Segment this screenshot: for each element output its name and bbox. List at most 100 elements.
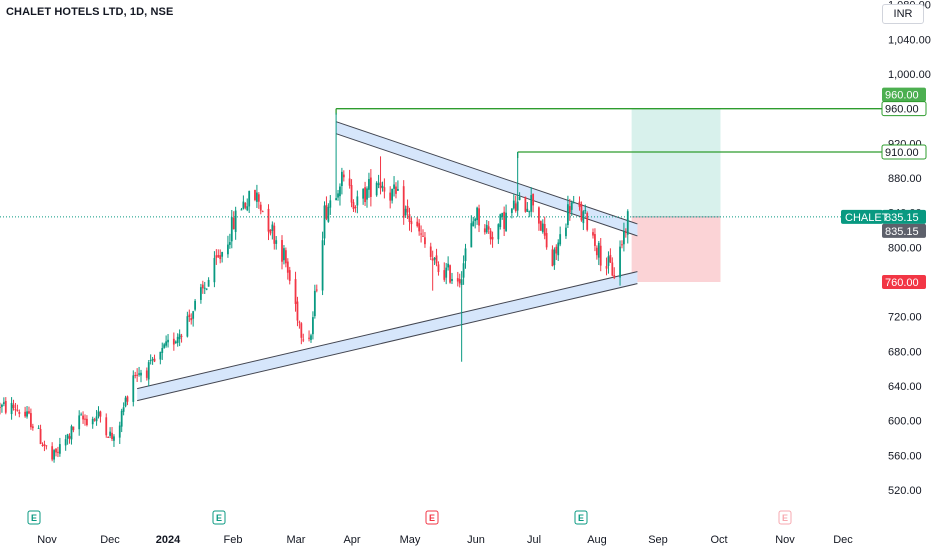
candle: [18, 409, 21, 418]
candle: [153, 354, 156, 363]
candle-body: [503, 211, 506, 229]
candle: [609, 248, 612, 263]
candle: [86, 415, 88, 427]
candle: [449, 264, 451, 284]
candle-body: [107, 436, 110, 438]
earnings-badge: [574, 510, 588, 525]
earnings-future-icon[interactable]: E: [778, 510, 792, 525]
candle-body: [66, 434, 69, 439]
candle-body: [256, 192, 258, 202]
earnings-down-icon[interactable]: E: [425, 510, 439, 525]
candle-body: [113, 436, 115, 441]
candle-body: [406, 205, 409, 213]
candle-body: [501, 212, 504, 217]
candle: [580, 201, 583, 222]
candle-body: [267, 208, 270, 232]
candle: [254, 189, 256, 202]
candle: [497, 223, 500, 244]
candle: [487, 221, 490, 234]
candle: [70, 424, 73, 445]
candle: [64, 434, 67, 451]
candle-body: [109, 431, 112, 436]
candle-body: [51, 446, 54, 460]
candle: [269, 229, 272, 236]
price-tick-label: 800.00: [888, 242, 922, 254]
candle: [424, 232, 426, 248]
candle-body: [39, 428, 42, 445]
candle: [518, 192, 521, 201]
stop-label-text: 760.00: [885, 277, 919, 289]
price-tick-label: 520.00: [888, 485, 922, 497]
target-2-label: 910.00: [881, 144, 927, 160]
candle: [501, 212, 504, 220]
candle: [505, 204, 507, 232]
candle-body: [28, 411, 30, 414]
candle-body: [354, 206, 357, 208]
candle-body: [476, 207, 479, 221]
candle-body: [18, 411, 21, 414]
candle-body: [335, 198, 337, 201]
candle-body: [82, 415, 84, 420]
candle-body: [240, 209, 243, 211]
candle-body: [395, 186, 397, 194]
candle-body: [310, 335, 312, 340]
candle-body: [232, 217, 235, 230]
candle-body: [512, 200, 515, 209]
earnings-up-icon[interactable]: E: [212, 510, 226, 525]
candle-body: [323, 205, 326, 239]
price-tick-label: 1,040.00: [888, 34, 931, 46]
candle-body: [192, 311, 195, 319]
candle: [267, 204, 270, 241]
candle-body: [325, 205, 328, 219]
candle-body: [539, 221, 542, 231]
candle: [541, 219, 544, 234]
candle-body: [259, 204, 262, 211]
candle-body: [352, 202, 355, 210]
candle: [194, 298, 196, 312]
earnings-up-icon[interactable]: E: [574, 510, 588, 525]
candle: [207, 277, 210, 287]
candle-body: [201, 284, 204, 289]
stop-label: 760.00: [882, 275, 926, 289]
candle: [159, 351, 162, 365]
candle: [45, 445, 48, 450]
earnings-up-icon[interactable]: E: [27, 510, 41, 525]
ticker-tag-bg: [841, 209, 883, 224]
candle: [568, 198, 571, 221]
candle: [551, 245, 554, 267]
candle: [230, 209, 233, 249]
candle-body: [302, 339, 305, 341]
candle: [242, 195, 245, 210]
candle-body: [308, 337, 310, 339]
time-tick-label: Jun: [467, 534, 485, 546]
candle: [234, 206, 237, 240]
candle: [174, 340, 177, 344]
candle-body: [329, 200, 332, 208]
candle: [205, 288, 208, 291]
candle-body: [80, 414, 83, 416]
candle: [456, 271, 459, 287]
candle-body: [366, 188, 368, 200]
target-2-label-text: 910.00: [885, 147, 919, 159]
candle-body: [312, 317, 314, 335]
candle-body: [538, 207, 540, 224]
candle: [578, 196, 581, 211]
candle-body: [464, 248, 467, 262]
price-axis: 1,080.001,040.001,000.00960.00920.00880.…: [888, 0, 931, 497]
earnings-badge: [778, 510, 792, 525]
candle-body: [364, 187, 366, 203]
candle: [259, 201, 262, 215]
candle: [510, 208, 513, 219]
candle: [420, 225, 422, 243]
currency-selector[interactable]: INR: [882, 4, 924, 24]
candle-body: [543, 224, 546, 236]
candle: [188, 309, 191, 322]
candle: [78, 410, 81, 436]
candle-body: [624, 231, 627, 233]
candle: [393, 176, 395, 197]
time-tick-label: Oct: [710, 534, 727, 546]
candle: [16, 404, 19, 412]
candle-body: [91, 418, 94, 425]
